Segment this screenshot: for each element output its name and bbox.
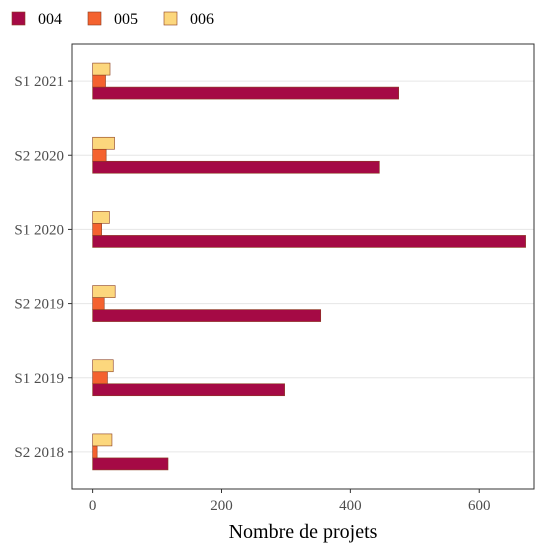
y-axis: S1 2021 S2 2020 S1 2020 S2 2019 S1 2019 S2 20…: [14, 74, 72, 461]
bar-004: [92, 86, 399, 100]
y-tick-label: S2 2019: [14, 297, 64, 313]
bar-006: [92, 359, 114, 373]
legend-label: 004: [38, 11, 62, 28]
x-axis: 0 200 400 600: [89, 489, 491, 514]
y-tick-label: S2 2018: [14, 445, 64, 461]
bar-006: [92, 433, 113, 447]
x-tick-label: 200: [210, 498, 233, 514]
x-tick-label: 600: [468, 498, 491, 514]
bar-004: [92, 160, 380, 174]
bar-006: [92, 62, 111, 76]
bar-005: [92, 371, 108, 385]
legend-swatch-005: [87, 11, 102, 26]
y-tick-label: S1 2020: [14, 222, 64, 238]
bar-005: [92, 445, 98, 459]
y-tick-label: S2 2020: [14, 148, 64, 164]
gridlines: [72, 80, 534, 453]
legend-label: 005: [114, 11, 138, 28]
bar-004: [92, 383, 285, 397]
y-tick-label: S1 2021: [14, 74, 64, 90]
x-tick-label: 0: [89, 498, 97, 514]
x-axis-title: Nombre de projets: [229, 521, 378, 543]
bar-005: [92, 148, 107, 162]
bar-004: [92, 309, 322, 322]
bar-006: [92, 211, 110, 224]
y-tick-label: S1 2019: [14, 371, 64, 387]
bar-004: [92, 457, 169, 471]
x-tick-label: 400: [339, 498, 362, 514]
legend: 004 005 006: [11, 11, 214, 28]
bar-005: [92, 74, 106, 88]
legend-swatch-006: [163, 11, 178, 26]
legend-label: 006: [190, 11, 214, 28]
bar-005: [92, 297, 105, 310]
legend-swatch-004: [11, 11, 26, 26]
bars: [92, 62, 526, 471]
bar-004: [92, 235, 526, 248]
bar-006: [92, 285, 116, 298]
bar-005: [92, 223, 102, 236]
bar-006: [92, 136, 115, 150]
plot-panel-border: [71, 43, 535, 490]
